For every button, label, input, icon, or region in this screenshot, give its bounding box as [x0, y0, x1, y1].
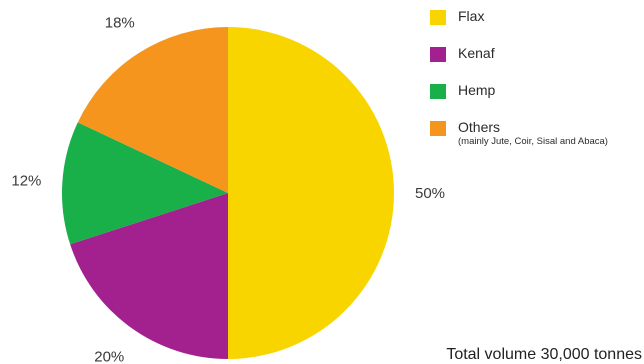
total-volume-annotation: Total volume 30,000 tonnes	[446, 346, 642, 363]
legend-swatch-others	[430, 121, 446, 136]
legend-swatch-kenaf	[430, 47, 446, 62]
legend-item-kenaf: Kenaf	[430, 43, 644, 69]
legend-swatch-flax	[430, 10, 446, 25]
legend: Flax Kenaf Hemp Others (mainly Jute, Coi…	[430, 6, 644, 168]
legend-label-others-wrap: Others (mainly Jute, Coir, Sisal and Aba…	[458, 119, 608, 147]
legend-label-others: Others	[458, 119, 501, 135]
legend-sublabel-others: (mainly Jute, Coir, Sisal and Abaca)	[458, 136, 608, 147]
legend-item-hemp: Hemp	[430, 80, 644, 106]
pie-slice-hemp	[61, 122, 228, 245]
legend-label-flax: Flax	[458, 8, 485, 24]
pie-label-flax: 50%	[415, 185, 445, 202]
legend-label-kenaf: Kenaf	[458, 45, 495, 61]
pie-label-others: 18%	[105, 14, 135, 31]
legend-item-flax: Flax	[430, 6, 644, 32]
pie-label-kenaf: 20%	[94, 348, 124, 364]
legend-swatch-hemp	[430, 84, 446, 99]
pie-slices	[61, 27, 394, 359]
pie-labels: 50% 20% 12% 18%	[11, 14, 445, 364]
pie-label-hemp: 12%	[11, 172, 41, 189]
pie-slice-kenaf	[70, 193, 228, 359]
legend-label-hemp: Hemp	[458, 82, 496, 98]
pie-slice-others	[77, 27, 228, 193]
legend-item-others: Others (mainly Jute, Coir, Sisal and Aba…	[430, 117, 644, 157]
pie-slice-flax	[228, 27, 394, 359]
